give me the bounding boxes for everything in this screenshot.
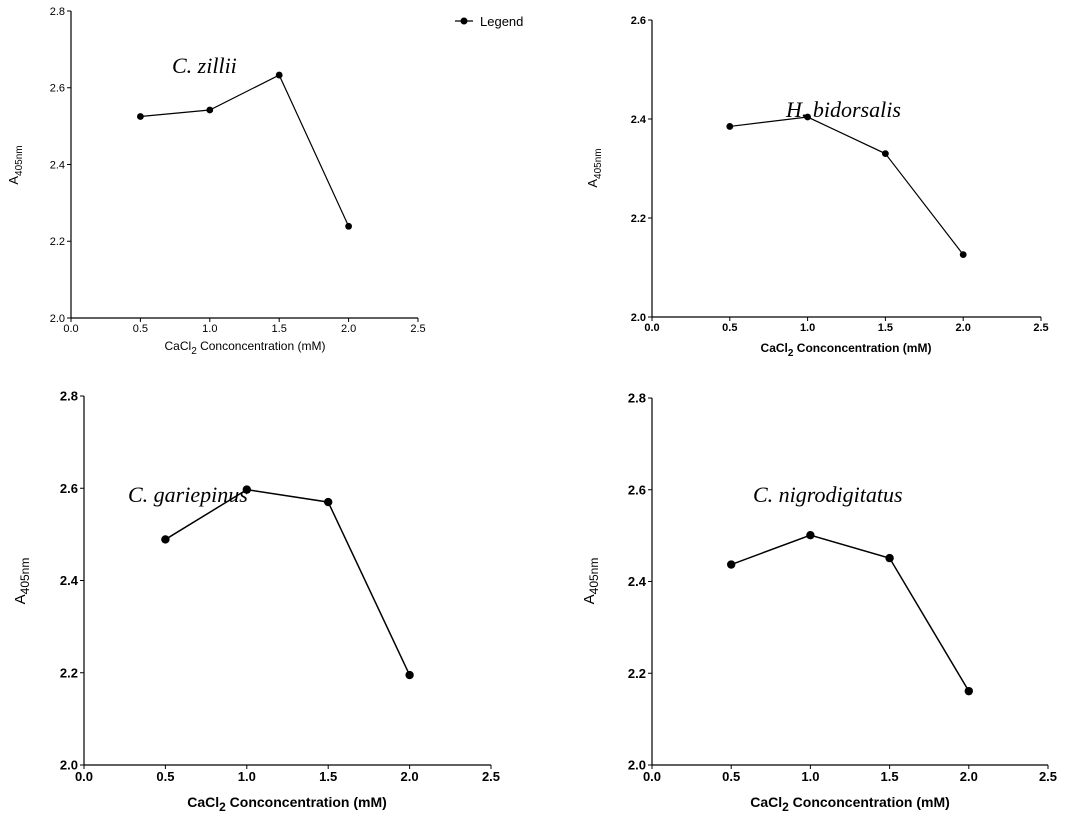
data-point	[405, 670, 414, 680]
data-point	[885, 553, 894, 563]
species-annotation: C. nigrodigitatus	[753, 482, 903, 507]
x-axis-label: CaCl2 Conconcentration (mM)	[187, 794, 387, 814]
x-tick-label: 1.0	[800, 322, 815, 334]
x-tick-label: 2.0	[341, 323, 356, 335]
y-tick-label: 2.0	[50, 313, 65, 325]
data-point	[275, 71, 283, 79]
y-tick-label: 2.0	[628, 758, 646, 773]
y-tick-label: 2.4	[631, 114, 647, 126]
y-tick-label: 2.2	[628, 666, 646, 681]
series-line	[165, 488, 411, 676]
chart-panel: 0.0 0.5 1.0 1.5 2.0 2.5 2.0 2.2 2.4 2.6 CaCl2 Conc…	[585, 15, 1049, 359]
y-axis-label: A405nm	[12, 558, 32, 605]
series-line	[730, 534, 970, 692]
y-tick-label: 2.2	[60, 665, 78, 680]
series-line	[729, 116, 964, 255]
y-tick-label: 2.0	[60, 758, 78, 773]
x-tick-label: 2.5	[482, 769, 500, 784]
data-point	[206, 106, 214, 114]
legend-marker	[460, 17, 468, 25]
x-tick-label: 1.0	[202, 323, 217, 335]
x-tick-label: 0.0	[63, 323, 78, 335]
species-annotation: C. zillii	[172, 53, 237, 78]
data-point	[324, 497, 333, 507]
chart-panel: 0.0 0.5 1.0 1.5 2.0 2.5 2.0 2.2 2.4 2.6 2.8 CaCl2 C…	[6, 6, 426, 357]
x-tick-label: 0.0	[75, 769, 93, 784]
x-axis-label: CaCl2 Conconcentration (mM)	[761, 341, 932, 359]
y-axis-label: A405nm	[6, 145, 25, 184]
x-tick-label: 0.0	[643, 769, 661, 784]
species-annotation: C. gariepinus	[128, 482, 248, 507]
x-tick-label: 2.0	[401, 769, 419, 784]
x-tick-label: 0.5	[722, 769, 740, 784]
data-point	[137, 113, 144, 120]
y-tick-label: 2.6	[628, 482, 646, 497]
x-tick-label: 0.0	[644, 322, 659, 334]
x-axis-label: CaCl2 Conconcentration (mM)	[165, 339, 326, 357]
chart-panel: 0.0 0.5 1.0 1.5 2.0 2.5 2.0 2.2 2.4 2.6 2.8 CaCl2 C…	[12, 389, 500, 814]
y-tick-label: 2.0	[631, 312, 646, 324]
y-tick-label: 2.2	[631, 213, 646, 225]
y-tick-label: 2.8	[50, 6, 65, 18]
y-tick-label: 2.8	[628, 391, 646, 406]
legend: Legend	[455, 14, 523, 29]
x-tick-label: 2.5	[1033, 322, 1048, 334]
data-point	[806, 530, 815, 540]
x-tick-label: 1.0	[238, 769, 256, 784]
x-tick-label: 1.0	[801, 769, 819, 784]
series-line	[140, 74, 350, 227]
x-tick-label: 2.0	[960, 769, 978, 784]
y-tick-label: 2.8	[60, 389, 78, 404]
legend-label: Legend	[480, 14, 523, 29]
y-tick-label: 2.2	[50, 236, 65, 248]
chart-panel: 0.0 0.5 1.0 1.5 2.0 2.5 2.0 2.2 2.4 2.6 2.8 CaCl2 C…	[581, 391, 1057, 814]
data-point	[727, 560, 736, 569]
y-tick-label: 2.6	[50, 83, 65, 95]
x-tick-label: 0.5	[156, 769, 174, 784]
x-tick-label: 1.5	[878, 322, 893, 334]
x-tick-label: 1.5	[881, 769, 899, 784]
y-tick-label: 2.4	[628, 574, 647, 589]
x-tick-label: 1.5	[319, 769, 337, 784]
y-tick-label: 2.6	[631, 15, 646, 27]
y-tick-label: 2.4	[50, 159, 65, 171]
data-point	[959, 251, 967, 259]
y-axis-label: A405nm	[585, 148, 604, 187]
data-point	[161, 535, 170, 544]
data-point	[726, 123, 734, 130]
x-axis-label: CaCl2 Conconcentration (mM)	[750, 794, 950, 814]
data-point	[882, 150, 889, 158]
x-tick-label: 0.5	[722, 322, 737, 334]
chart-panels: 0.0 0.5 1.0 1.5 2.0 2.5 2.0 2.2 2.4 2.6 2.8 CaCl2 C…	[6, 6, 1057, 814]
x-tick-label: 2.5	[1039, 769, 1057, 784]
data-point	[345, 222, 352, 230]
data-point	[804, 113, 811, 121]
y-axis-label: A405nm	[581, 558, 601, 605]
data-point	[242, 485, 251, 494]
y-tick-label: 2.4	[60, 573, 79, 588]
data-point	[964, 686, 973, 696]
x-tick-label: 0.5	[133, 323, 148, 335]
species-annotation: H. bidorsalis	[785, 97, 901, 122]
x-tick-label: 2.0	[956, 322, 971, 334]
x-tick-label: 1.5	[272, 323, 287, 335]
y-tick-label: 2.6	[60, 481, 78, 496]
x-tick-label: 2.5	[410, 323, 425, 335]
